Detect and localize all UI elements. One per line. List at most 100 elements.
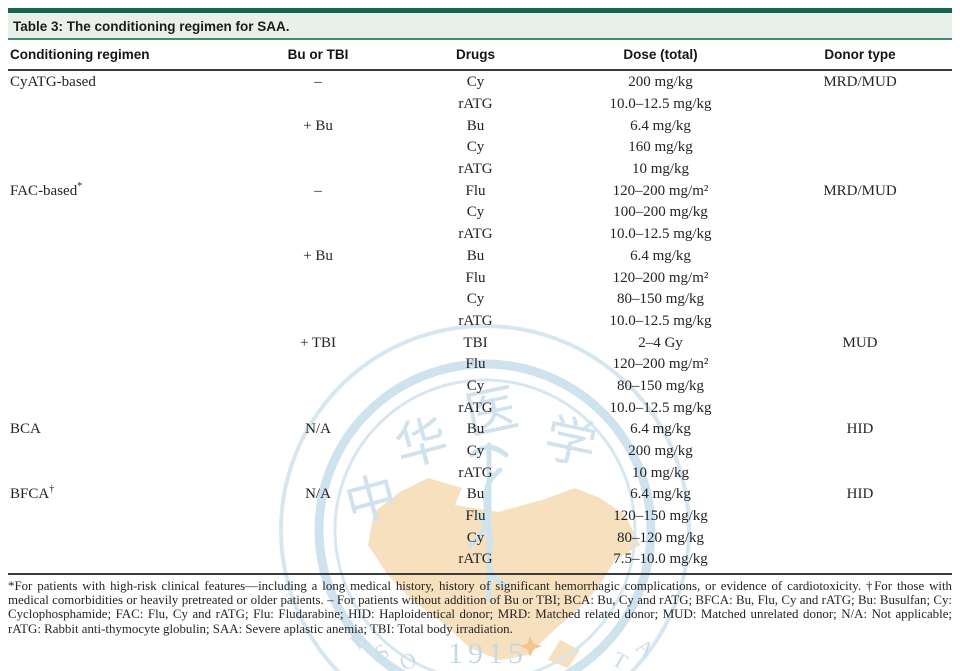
cell-drug: Bu (466, 486, 485, 503)
table-top-rule (8, 8, 952, 13)
cell-drug: Cy (466, 74, 485, 91)
cell-dose: 6.4 mg/kg (630, 247, 691, 264)
cell-dose: 80–150 mg/kg (616, 291, 705, 308)
cell-bu-or-tbi: + Bu (303, 117, 333, 134)
cell-drug: Flu (465, 356, 486, 373)
table-row: rATG 10.0–12.5 mg/kg (8, 397, 952, 419)
table-row: rATG 7.5–10.0 mg/kg (8, 549, 952, 571)
table-row: BCA N/A Bu 6.4 mg/kg HID (8, 419, 952, 441)
watermark-letter: O (395, 646, 421, 671)
cell-dose: 6.4 mg/kg (630, 117, 691, 134)
cell-drug: rATG (458, 312, 493, 329)
regimen-text: CyATG-based (10, 74, 96, 91)
table-header-row: Conditioning regimen Bu or TBI Drugs Dos… (8, 40, 952, 71)
table-row: CyATG-based – Cy 200 mg/kg MRD/MUD (8, 72, 952, 94)
cell-drug: TBI (463, 334, 488, 351)
table-row: Cy 160 mg/kg (8, 137, 952, 159)
cell-donor-type: MRD/MUD (823, 74, 897, 91)
cell-dose: 200 mg/kg (628, 443, 693, 460)
table-row: + Bu Bu 6.4 mg/kg (8, 115, 952, 137)
cell-drug: rATG (458, 96, 493, 113)
cell-drug: Cy (466, 443, 485, 460)
regimen-text: BCA (10, 421, 41, 438)
cell-bu-or-tbi: N/A (305, 421, 331, 438)
watermark-letter: T (608, 646, 633, 671)
cell-conditioning-regimen: FAC-based* (8, 180, 238, 200)
cell-drug: rATG (458, 551, 493, 568)
table-row: rATG 10.0–12.5 mg/kg (8, 224, 952, 246)
cell-dose: 100–200 mg/kg (613, 204, 708, 221)
column-header-dose-total: Dose (total) (623, 47, 698, 62)
cell-dose: 120–200 mg/m² (612, 182, 709, 199)
regimen-text: BFCA (10, 486, 50, 503)
cell-donor-type: MRD/MUD (823, 182, 897, 199)
cell-drug: rATG (458, 226, 493, 243)
watermark-year: 1915 (448, 637, 528, 670)
cell-dose: 10.0–12.5 mg/kg (609, 226, 712, 243)
cell-drug: Bu (466, 247, 485, 264)
cell-drug: Cy (466, 139, 485, 156)
table-row: rATG 10 mg/kg (8, 462, 952, 484)
cell-drug: rATG (458, 399, 493, 416)
table-row: Cy 80–150 mg/kg (8, 289, 952, 311)
cell-bu-or-tbi: + Bu (303, 247, 333, 264)
cell-donor-type: HID (846, 486, 874, 503)
cell-dose: 160 mg/kg (628, 139, 693, 156)
table-row: Cy 200 mg/kg (8, 441, 952, 463)
cell-drug: rATG (458, 464, 493, 481)
column-header-conditioning-regimen: Conditioning regimen (10, 47, 150, 62)
cell-conditioning-regimen: BCA (8, 421, 238, 438)
table-body: CyATG-based – Cy 200 mg/kg MRD/MUD rATG 10.0–1… (8, 71, 952, 575)
table-row: Flu 120–200 mg/m² (8, 267, 952, 289)
column-header-donor-type: Donor type (824, 47, 896, 62)
cell-drug: Bu (466, 421, 485, 438)
cell-drug: Flu (465, 508, 486, 525)
regimen-text: FAC-based (10, 182, 78, 199)
cell-bu-or-tbi: + TBI (299, 334, 337, 351)
cell-drug: Flu (465, 182, 486, 199)
cell-drug: Cy (466, 291, 485, 308)
cell-dose: 2–4 Gy (638, 334, 683, 351)
cell-dose: 80–120 mg/kg (616, 529, 705, 546)
regimen-superscript: † (49, 484, 55, 496)
cell-dose: 6.4 mg/kg (630, 486, 691, 503)
table-title: Table 3: The conditioning regimen for SA… (13, 19, 290, 34)
table-row: Cy 80–150 mg/kg (8, 376, 952, 398)
table-row: Cy 100–200 mg/kg (8, 202, 952, 224)
table-row: + TBI TBI 2–4 Gy MUD (8, 332, 952, 354)
cell-dose: 10.0–12.5 mg/kg (609, 312, 712, 329)
cell-dose: 6.4 mg/kg (630, 421, 691, 438)
cell-donor-type: HID (846, 421, 874, 438)
table-footnote: *For patients with high-risk clinical fe… (8, 578, 952, 636)
cell-dose: 120–150 mg/kg (613, 508, 708, 525)
cell-dose: 120–200 mg/m² (612, 356, 709, 373)
cell-drug: Cy (466, 204, 485, 221)
cell-dose: 10 mg/kg (631, 464, 690, 481)
table-row: BFCA† N/A Bu 6.4 mg/kg HID (8, 484, 952, 506)
table-row: Cy 80–120 mg/kg (8, 527, 952, 549)
cell-dose: 200 mg/kg (628, 74, 693, 91)
table-3-container: Table 3: The conditioning regimen for SA… (8, 8, 952, 636)
cell-donor-type: MUD (842, 334, 878, 351)
cell-bu-or-tbi: N/A (305, 486, 331, 503)
cell-dose: 7.5–10.0 mg/kg (613, 551, 708, 568)
cell-dose: 10 mg/kg (631, 161, 690, 178)
cell-dose: 10.0–12.5 mg/kg (609, 96, 712, 113)
cell-drug: Bu (466, 117, 485, 134)
table-row: Flu 120–150 mg/kg (8, 506, 952, 528)
watermark-letter: A (631, 633, 659, 663)
cell-conditioning-regimen: CyATG-based (8, 74, 238, 91)
watermark-map-island (548, 640, 580, 668)
table-row: rATG 10.0–12.5 mg/kg (8, 311, 952, 333)
watermark-star-icon (519, 636, 542, 657)
cell-dose: 120–200 mg/m² (612, 269, 709, 286)
table-row: rATG 10.0–12.5 mg/kg (8, 94, 952, 116)
cell-bu-or-tbi: – (314, 182, 322, 199)
cell-drug: Cy (466, 377, 485, 394)
column-header-drugs: Drugs (455, 47, 495, 62)
cell-dose: 80–150 mg/kg (616, 377, 705, 394)
cell-drug: rATG (458, 161, 493, 178)
table-title-band: Table 3: The conditioning regimen for SA… (8, 13, 952, 40)
regimen-superscript: * (77, 180, 83, 192)
cell-drug: Cy (466, 529, 485, 546)
